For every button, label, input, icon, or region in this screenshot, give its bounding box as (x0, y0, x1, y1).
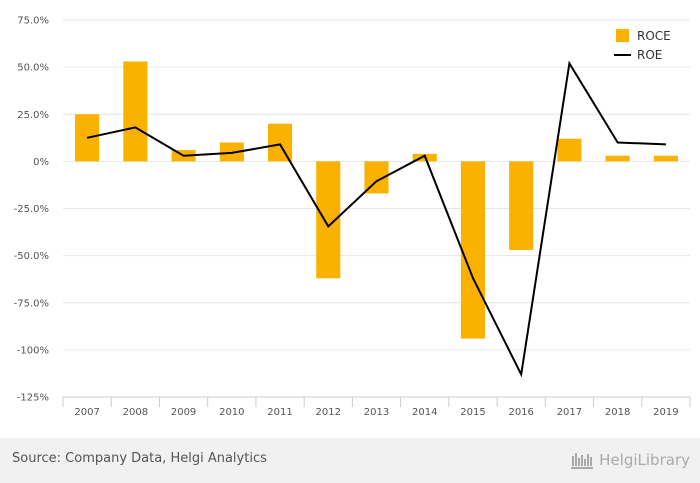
legend-roe-label: ROE (637, 48, 662, 62)
x-tick-label: 2008 (123, 407, 148, 418)
roce-bar (605, 155, 630, 162)
roce-bar (557, 138, 582, 162)
x-tick-label: 2013 (364, 407, 389, 418)
y-tick-label: -50.0% (14, 251, 49, 262)
roce-roe-chart: 75.0% 50.0% 25.0% 0% -25.0% -50.0% -75.0% -100%… (14, 16, 691, 418)
roe-line-group (86, 60, 666, 378)
y-tick-label: 50.0% (17, 63, 49, 74)
y-tick-label: -25.0% (14, 204, 49, 215)
x-tick-label: 2007 (74, 407, 99, 418)
roce-bar (653, 155, 678, 162)
x-tick-label: 2017 (557, 407, 582, 418)
y-tick-label: -125% (17, 393, 49, 404)
roce-bar (123, 61, 148, 162)
gridlines (63, 19, 690, 398)
x-tick-label: 2016 (508, 407, 533, 418)
brand-name: HelgiLibrary (599, 451, 690, 469)
x-tick-label: 2015 (460, 407, 485, 418)
x-tick-label: 2019 (653, 407, 678, 418)
x-tick-label: 2018 (605, 407, 630, 418)
source-note: Source: Company Data, Helgi Analytics (12, 451, 267, 466)
x-axis: 2007 2008 2009 2010 2011 2012 2013 2014 2015 2016… (62, 396, 691, 418)
helgi-library-logo: HelgiLibrary (570, 447, 690, 473)
roce-bar (509, 161, 534, 250)
y-tick-label: 0% (33, 157, 49, 168)
y-tick-label: -75.0% (14, 298, 49, 309)
x-tick-label: 2012 (316, 407, 341, 418)
roce-bars (75, 61, 678, 339)
y-tick-label: 25.0% (17, 110, 49, 121)
x-tick-label: 2009 (171, 407, 196, 418)
legend: ROCE ROE (614, 29, 671, 62)
legend-roce-label: ROCE (637, 29, 671, 43)
x-tick-label: 2014 (412, 407, 437, 418)
roe-line (86, 60, 666, 378)
x-tick-label: 2011 (267, 407, 292, 418)
y-tick-label: 75.0% (17, 16, 49, 27)
roce-bar (460, 161, 486, 339)
x-tick-label: 2010 (219, 407, 244, 418)
y-tick-label: -100% (17, 345, 49, 356)
roce-bar (267, 123, 293, 162)
y-axis: 75.0% 50.0% 25.0% 0% -25.0% -50.0% -75.0% -100%… (14, 16, 49, 404)
library-icon (571, 453, 594, 469)
legend-roce-swatch (616, 29, 629, 42)
footer: Source: Company Data, Helgi Analytics He… (0, 438, 700, 483)
